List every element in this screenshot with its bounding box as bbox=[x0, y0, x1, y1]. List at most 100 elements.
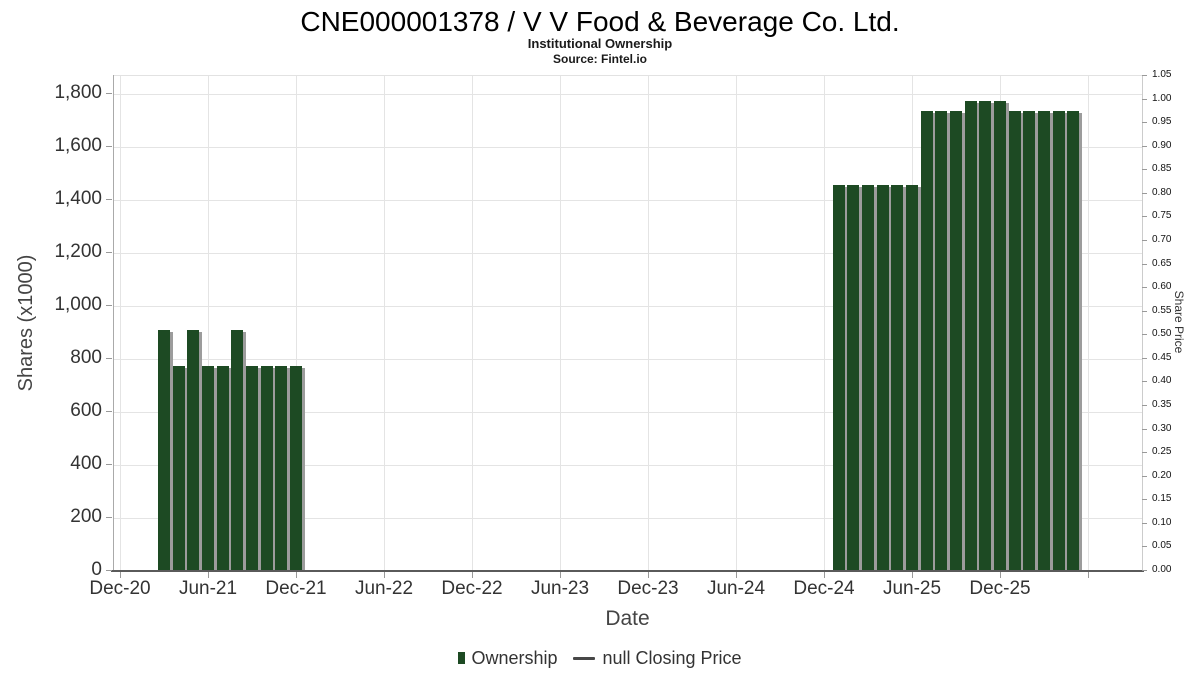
y-axis-tick-right bbox=[1142, 405, 1147, 406]
gridline-vertical bbox=[472, 76, 473, 571]
gridline-horizontal bbox=[113, 518, 1142, 520]
y-axis-tick-label-right: 0.10 bbox=[1152, 516, 1172, 528]
y-axis-tick-label-right: 0.50 bbox=[1152, 328, 1172, 340]
ownership-bar-Jun-25[interactable] bbox=[906, 184, 918, 570]
ownership-bar-Nov-21[interactable] bbox=[275, 366, 288, 570]
gridline-horizontal bbox=[113, 412, 1142, 414]
x-axis-title: Date bbox=[605, 607, 650, 630]
y-axis-tick-left bbox=[106, 305, 112, 307]
y-axis-tick-label-left: 0 bbox=[91, 559, 102, 580]
y-axis-tick-right bbox=[1142, 169, 1147, 171]
gridline-vertical bbox=[824, 76, 825, 571]
ownership-bar-Mar-26[interactable] bbox=[1038, 110, 1050, 570]
ownership-bar-Feb-25[interactable] bbox=[847, 184, 860, 570]
y-axis-tick-label-right: 0.80 bbox=[1152, 186, 1172, 198]
x-axis-tick bbox=[384, 572, 385, 578]
ownership-bar-Jun-21[interactable] bbox=[202, 366, 214, 570]
gridline-horizontal bbox=[113, 200, 1142, 202]
gridline-vertical bbox=[120, 76, 121, 571]
gridline-horizontal bbox=[113, 465, 1142, 467]
y-axis-tick-right bbox=[1142, 263, 1147, 265]
y-axis-tick-label-right: 0.85 bbox=[1152, 163, 1172, 175]
y-axis-tick-left bbox=[106, 411, 112, 413]
x-axis-tick bbox=[912, 572, 913, 578]
ownership-bar-Sep-21[interactable] bbox=[246, 366, 258, 570]
legend-item-ownership: Ownership bbox=[458, 648, 557, 669]
page-title: CNE000001378 / V V Food & Beverage Co. L… bbox=[300, 6, 900, 37]
y-axis-tick-right bbox=[1142, 75, 1147, 76]
ownership-bar-Oct-21[interactable] bbox=[260, 366, 273, 570]
ownership-bar-May-25[interactable] bbox=[891, 184, 904, 570]
ownership-bar-Nov-25[interactable] bbox=[979, 101, 992, 570]
y-axis-tick-right bbox=[1142, 381, 1147, 383]
ownership-bar-Jul-25[interactable] bbox=[920, 110, 933, 570]
ownership-bar-Aug-25[interactable] bbox=[935, 110, 948, 570]
x-axis-tick bbox=[648, 572, 649, 578]
gridline-vertical bbox=[384, 76, 385, 571]
x-axis-tick-label: Dec-21 bbox=[265, 578, 327, 599]
ownership-bar-Dec-21[interactable] bbox=[290, 366, 302, 570]
closing-price-series-dash-icon bbox=[573, 656, 596, 660]
ownership-bar-May-21[interactable] bbox=[187, 330, 200, 570]
y-axis-tick-right bbox=[1142, 452, 1147, 454]
gridline-horizontal bbox=[113, 306, 1142, 308]
x-axis-tick bbox=[560, 572, 561, 578]
gridline-horizontal bbox=[113, 94, 1142, 96]
gridline-horizontal bbox=[113, 253, 1142, 255]
y-axis-tick-label-right: 1.00 bbox=[1152, 92, 1172, 104]
y-axis-tick-label-right: 0.55 bbox=[1152, 304, 1172, 316]
y-axis-tick-label-left: 200 bbox=[70, 506, 102, 528]
y-axis-tick-label-right: 0.20 bbox=[1152, 469, 1172, 481]
y-axis-tick-label-right: 0.90 bbox=[1152, 139, 1172, 151]
chart-subtitle: Institutional Ownership bbox=[527, 36, 673, 51]
x-axis-tick bbox=[472, 572, 473, 578]
y-axis-tick-label-right: 0.30 bbox=[1152, 422, 1172, 434]
legend-item-closing-price: null Closing Price bbox=[567, 648, 742, 669]
y-axis-tick-right bbox=[1142, 216, 1147, 218]
ownership-bar-Mar-21[interactable] bbox=[158, 330, 170, 570]
x-axis-tick bbox=[1000, 572, 1001, 578]
x-axis-tick-label: Jun-24 bbox=[706, 578, 766, 599]
y-axis-tick-right bbox=[1142, 428, 1147, 430]
y-axis-tick-right bbox=[1142, 546, 1147, 548]
y-axis-tick-label-left: 400 bbox=[70, 453, 102, 475]
y-axis-tick-left bbox=[106, 358, 112, 360]
x-axis-tick bbox=[208, 572, 209, 578]
ownership-bar-Jul-21[interactable] bbox=[216, 366, 229, 570]
y-axis-tick-label-right: 0.40 bbox=[1152, 375, 1172, 387]
ownership-bar-Dec-25[interactable] bbox=[994, 101, 1006, 570]
y-axis-tick-right bbox=[1142, 122, 1147, 124]
y-axis-tick-right bbox=[1142, 475, 1147, 477]
ownership-bar-Sep-25[interactable] bbox=[950, 110, 962, 570]
ownership-bar-Apr-25[interactable] bbox=[876, 184, 889, 570]
legend-label-ownership: Ownership bbox=[471, 647, 558, 668]
ownership-bar-Apr-26[interactable] bbox=[1052, 110, 1065, 570]
y-axis-tick-left bbox=[106, 252, 112, 254]
x-axis-line bbox=[111, 570, 1144, 572]
y-axis-tick-right bbox=[1142, 98, 1147, 100]
gridline-horizontal bbox=[113, 147, 1142, 149]
x-axis-tick-label: Jun-23 bbox=[530, 578, 590, 599]
y-axis-tick-label-right: 0.75 bbox=[1152, 210, 1172, 222]
gridline-vertical bbox=[648, 76, 649, 571]
ownership-bar-Feb-26[interactable] bbox=[1023, 110, 1036, 570]
y-axis-tick-right bbox=[1142, 240, 1147, 241]
y-axis-line-left bbox=[113, 75, 114, 570]
y-axis-title-right: Share Price bbox=[1172, 290, 1186, 354]
y-axis-tick-label-left: 1,000 bbox=[54, 294, 102, 316]
gridline-vertical bbox=[296, 76, 297, 571]
y-axis-tick-left bbox=[106, 146, 112, 148]
gridline-vertical bbox=[736, 76, 737, 571]
x-axis-tick-label: Jun-22 bbox=[354, 578, 414, 599]
ownership-bar-Jan-26[interactable] bbox=[1008, 110, 1021, 570]
x-axis-tick bbox=[736, 572, 737, 578]
y-axis-tick-label-left: 1,200 bbox=[54, 241, 102, 263]
ownership-bar-Oct-25[interactable] bbox=[964, 101, 977, 570]
ownership-bar-Apr-21[interactable] bbox=[172, 366, 185, 570]
y-axis-tick-right bbox=[1142, 499, 1147, 501]
ownership-bar-May-26[interactable] bbox=[1067, 110, 1080, 570]
ownership-bar-Jan-25[interactable] bbox=[832, 184, 845, 570]
ownership-bar-Aug-21[interactable] bbox=[231, 330, 244, 570]
ownership-bar-Mar-25[interactable] bbox=[862, 184, 874, 570]
